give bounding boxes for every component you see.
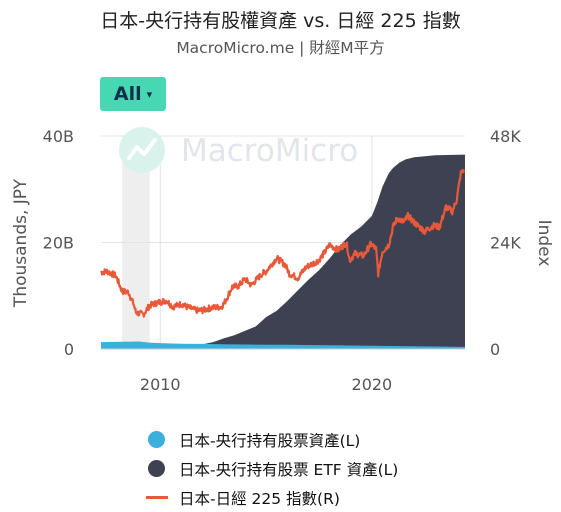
watermark-logo-stroke (127, 138, 157, 160)
left-tick-label: 20B (43, 234, 74, 253)
legend-item-boj-stock[interactable]: 日本-央行持有股票資產(L) (148, 425, 398, 454)
chart-title: 日本-央行持有股權資產 vs. 日經 225 指數 (100, 10, 461, 32)
series-area-boj-stock (101, 341, 465, 349)
series-area-boj-etf (101, 154, 465, 349)
left-axis-title: Thousands, JPY (11, 178, 31, 308)
legend-label-boj-stock: 日本-央行持有股票資產(L) (179, 431, 361, 450)
left-tick-label: 40B (43, 127, 74, 146)
range-select-button[interactable]: All ▾ (100, 77, 166, 111)
left-tick-label: 0 (64, 340, 74, 359)
right-tick-label: 0 (490, 340, 500, 359)
macromicro-logo-icon (119, 127, 165, 173)
legend-item-nikkei[interactable]: 日本-日經 225 指數(R) (146, 483, 398, 512)
x-tick-label: 2010 (140, 375, 181, 394)
legend-swatch-boj-stock (148, 431, 165, 448)
watermark: MacroMicro (119, 127, 358, 173)
range-select-label: All (113, 83, 142, 105)
series-line-nikkei (100, 169, 465, 318)
chart-canvas: MacroMicro 0 20B 40B 0 24K 48K 2010 2020 Thousand… (11, 127, 554, 394)
chevron-down-icon: ▾ (146, 87, 153, 101)
legend: 日本-央行持有股票資產(L) 日本-央行持有股票 ETF 資產(L) 日本-日經… (146, 425, 398, 512)
right-axis-title: Index (534, 220, 554, 267)
legend-label-nikkei: 日本-日經 225 指數(R) (179, 489, 340, 508)
x-tick-label: 2020 (352, 375, 393, 394)
legend-item-boj-etf[interactable]: 日本-央行持有股票 ETF 資產(L) (148, 454, 398, 483)
right-tick-label: 48K (490, 127, 521, 146)
watermark-text: MacroMicro (181, 133, 358, 169)
chart-subtitle: MacroMicro.me | 財經M平方 (176, 39, 385, 57)
legend-swatch-boj-etf (148, 460, 165, 477)
right-tick-label: 24K (490, 234, 521, 253)
legend-swatch-nikkei (146, 496, 168, 499)
legend-label-boj-etf: 日本-央行持有股票 ETF 資產(L) (179, 460, 399, 479)
